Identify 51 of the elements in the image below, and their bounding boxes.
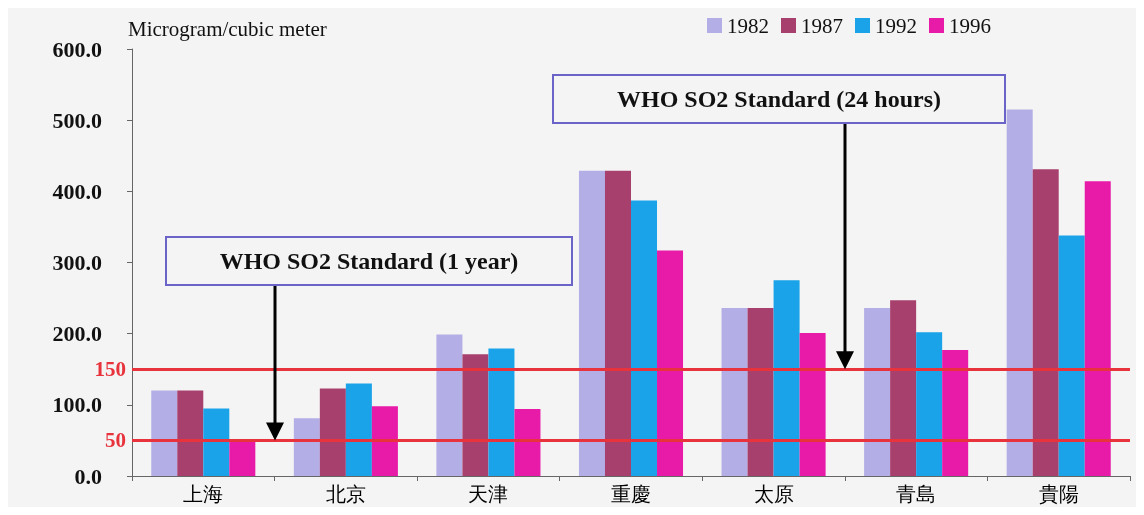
x-tick-label: 上海 (183, 483, 224, 505)
bar (177, 390, 204, 476)
y-tick-label: 300.0 (52, 250, 102, 275)
legend-label: 1987 (801, 13, 843, 38)
legend-label: 1992 (875, 13, 917, 38)
bar (773, 280, 800, 476)
bar (151, 390, 178, 476)
bar (864, 308, 891, 476)
x-tick-label: 貴陽 (1038, 483, 1079, 505)
y-tick-label: 200.0 (52, 321, 102, 347)
bar (1084, 181, 1111, 476)
bar (1006, 109, 1033, 476)
bar (371, 406, 398, 476)
ref-line-label: 50 (105, 428, 126, 453)
bar (747, 308, 774, 476)
bar (916, 332, 943, 476)
bar (1032, 169, 1059, 476)
bar (319, 388, 346, 476)
bar (436, 334, 463, 476)
x-tick-label: 北京 (325, 483, 366, 505)
bar (578, 170, 605, 476)
ref-line-label: 150 (94, 357, 126, 382)
bar (799, 332, 826, 476)
x-tick-label: 重慶 (611, 483, 651, 505)
bar (514, 409, 541, 476)
legend-label: 1982 (727, 13, 769, 38)
bar (293, 418, 320, 476)
y-tick-label: 0.0 (74, 463, 102, 489)
bar (229, 440, 256, 476)
bar (721, 308, 748, 476)
y-tick-label: 600.0 (52, 36, 102, 62)
x-tick-label: 太原 (753, 483, 794, 505)
x-tick-label: 天津 (468, 483, 509, 505)
y-tick-label: 500.0 (52, 107, 102, 133)
bar (203, 408, 230, 476)
x-tick-label: 青島 (896, 483, 937, 505)
bar (1058, 235, 1085, 476)
bar (657, 250, 684, 476)
bar (890, 300, 917, 476)
bar (942, 350, 969, 476)
y-axis-title: Microgram/cubic meter (128, 16, 327, 41)
callout-box: WHO SO2 Standard (24 hours) (552, 74, 1006, 124)
y-tick-label: 400.0 (52, 178, 102, 204)
bar (604, 170, 631, 476)
callout-box: WHO SO2 Standard (1 year) (165, 236, 573, 286)
bar (345, 383, 372, 476)
legend-label: 1996 (949, 13, 991, 38)
bar (631, 200, 658, 476)
y-tick-label: 100.0 (52, 392, 102, 418)
bar (488, 348, 515, 476)
bar (462, 354, 489, 476)
